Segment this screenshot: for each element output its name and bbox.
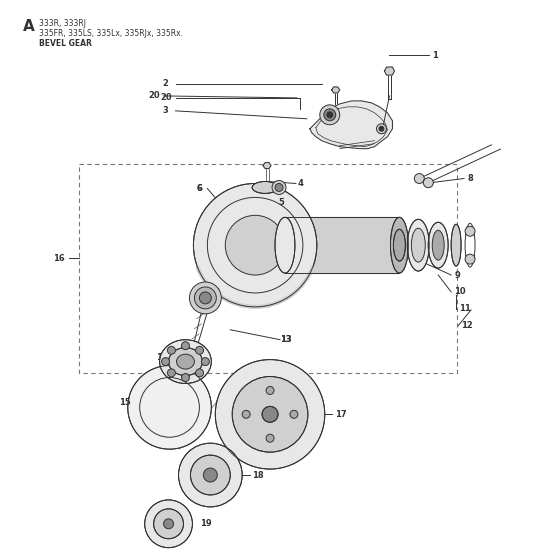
- Text: 12: 12: [461, 321, 473, 330]
- Ellipse shape: [275, 217, 295, 273]
- Circle shape: [203, 468, 217, 482]
- Polygon shape: [332, 87, 340, 93]
- Ellipse shape: [428, 222, 448, 268]
- Circle shape: [232, 376, 308, 452]
- Circle shape: [465, 254, 475, 264]
- Text: 6: 6: [197, 184, 202, 193]
- Text: 6: 6: [197, 184, 202, 193]
- Ellipse shape: [169, 348, 202, 376]
- Text: 4: 4: [298, 179, 304, 188]
- Text: BEVEL GEAR: BEVEL GEAR: [39, 39, 92, 48]
- Text: A: A: [24, 19, 35, 34]
- Ellipse shape: [432, 230, 444, 260]
- Circle shape: [266, 434, 274, 442]
- Text: 2: 2: [162, 80, 169, 88]
- Text: 1: 1: [432, 50, 438, 59]
- Circle shape: [242, 410, 250, 418]
- Text: 3: 3: [162, 106, 169, 115]
- Text: 11: 11: [459, 304, 471, 314]
- Text: 335FR, 335LS, 335Lx, 335RJx, 335Rx.: 335FR, 335LS, 335Lx, 335RJx, 335Rx.: [39, 29, 183, 38]
- Circle shape: [272, 180, 286, 194]
- Text: 18: 18: [252, 470, 264, 479]
- Text: 8: 8: [467, 174, 473, 183]
- Text: 13: 13: [280, 335, 292, 344]
- Circle shape: [167, 369, 175, 377]
- Circle shape: [164, 519, 174, 529]
- Text: 10: 10: [454, 287, 466, 296]
- Polygon shape: [285, 217, 399, 273]
- Polygon shape: [385, 67, 394, 75]
- Circle shape: [167, 346, 175, 354]
- Circle shape: [225, 216, 285, 275]
- Text: 16: 16: [53, 254, 65, 263]
- Circle shape: [414, 174, 424, 184]
- Text: 20: 20: [161, 94, 172, 102]
- Circle shape: [202, 358, 209, 366]
- Text: 15: 15: [119, 398, 130, 407]
- Text: 17: 17: [335, 410, 346, 419]
- Circle shape: [144, 500, 193, 548]
- Ellipse shape: [252, 181, 278, 193]
- Ellipse shape: [390, 217, 408, 273]
- Bar: [79, 164, 457, 372]
- Circle shape: [423, 178, 433, 188]
- Text: 5: 5: [278, 198, 284, 207]
- Polygon shape: [310, 101, 393, 148]
- Circle shape: [324, 109, 336, 121]
- Circle shape: [376, 124, 386, 134]
- Circle shape: [153, 509, 184, 539]
- Circle shape: [275, 184, 283, 192]
- Circle shape: [320, 105, 340, 125]
- Circle shape: [190, 455, 230, 495]
- Circle shape: [193, 184, 317, 307]
- Circle shape: [379, 126, 384, 131]
- Polygon shape: [263, 162, 271, 169]
- Text: 20: 20: [148, 91, 160, 100]
- Circle shape: [179, 443, 242, 507]
- Circle shape: [266, 386, 274, 394]
- Circle shape: [194, 287, 216, 309]
- Text: 7: 7: [213, 288, 219, 297]
- Ellipse shape: [412, 228, 425, 262]
- Text: 13: 13: [280, 335, 292, 344]
- Circle shape: [181, 374, 189, 381]
- Circle shape: [327, 112, 333, 118]
- Circle shape: [181, 342, 189, 349]
- Circle shape: [216, 360, 325, 469]
- Ellipse shape: [407, 220, 430, 271]
- Circle shape: [195, 369, 203, 377]
- Circle shape: [195, 346, 203, 354]
- Circle shape: [199, 292, 211, 304]
- Ellipse shape: [394, 229, 405, 261]
- Circle shape: [128, 366, 211, 449]
- Text: 9: 9: [454, 270, 460, 279]
- Circle shape: [465, 226, 475, 236]
- Circle shape: [290, 410, 298, 418]
- Circle shape: [189, 282, 221, 314]
- Ellipse shape: [451, 224, 461, 266]
- Circle shape: [262, 407, 278, 422]
- Circle shape: [162, 358, 170, 366]
- Ellipse shape: [160, 340, 211, 384]
- Text: 14: 14: [156, 353, 167, 362]
- Text: 19: 19: [200, 519, 212, 528]
- Text: 333R, 333RJ: 333R, 333RJ: [39, 19, 86, 29]
- Ellipse shape: [176, 354, 194, 369]
